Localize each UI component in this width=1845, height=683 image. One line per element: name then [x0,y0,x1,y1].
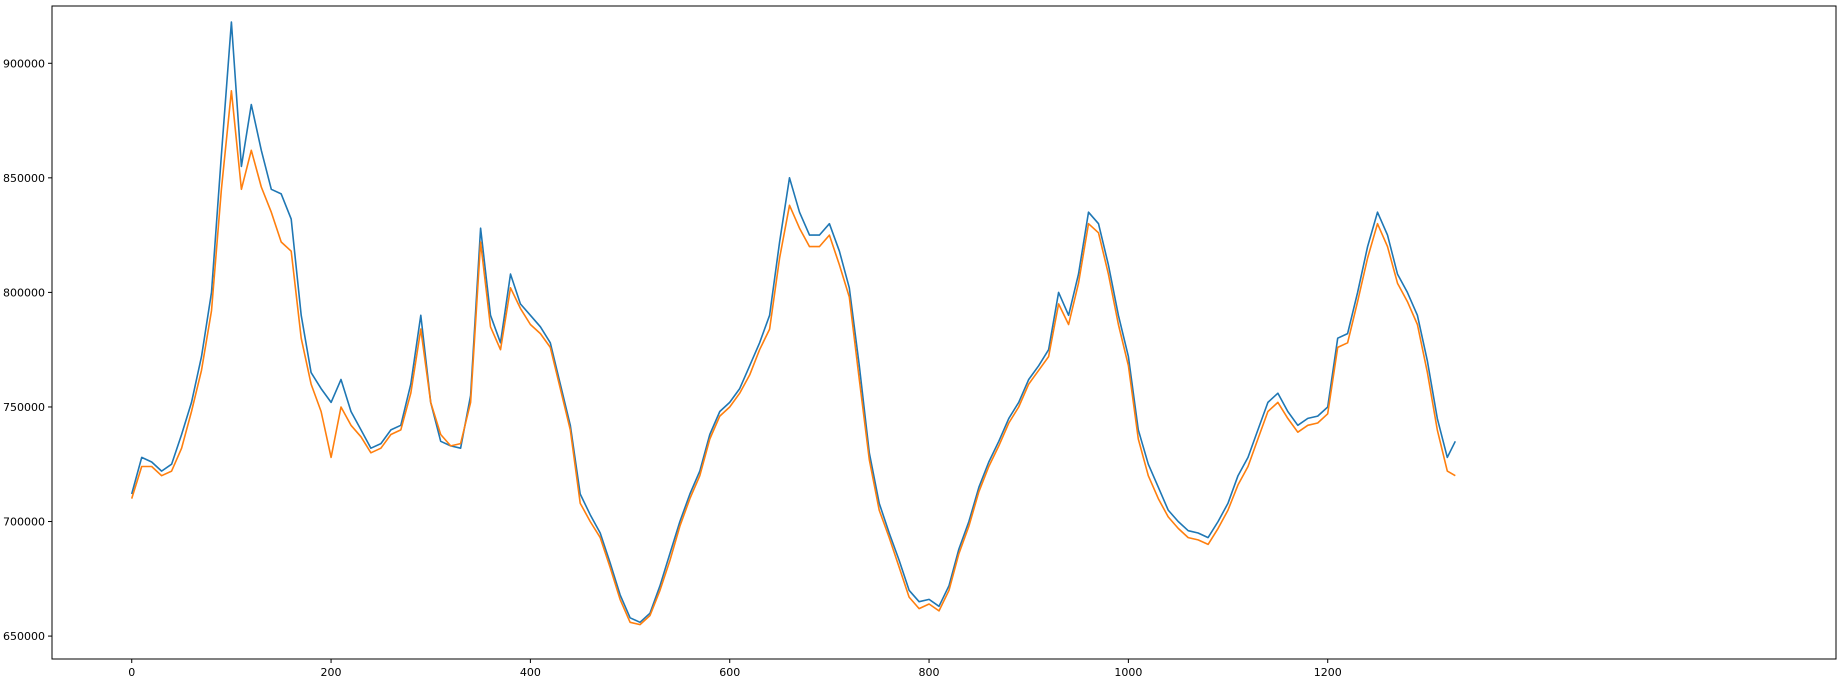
x-tick-label: 800 [919,666,940,679]
plot-area [130,21,1457,626]
x-tick-label: 400 [520,666,541,679]
axes-frame [51,5,1837,660]
x-tick-label: 1000 [1114,666,1142,679]
y-tick-label: 650000 [3,630,45,643]
x-tick-label: 600 [719,666,740,679]
y-tick-label: 800000 [3,286,45,299]
y-tick-label: 850000 [3,172,45,185]
x-tick-label: 1200 [1314,666,1342,679]
y-tick-label: 900000 [3,57,45,70]
y-tick-label: 750000 [3,401,45,414]
y-axis: 650000 700000 750000 800000 850000 900000 [3,57,52,643]
x-tick-label: 0 [128,666,135,679]
y-tick-label: 700000 [3,516,45,529]
series-line-2 [130,90,1456,626]
x-tick-label: 200 [321,666,342,679]
x-axis: 0 200 400 600 800 1000 1200 [128,659,1342,679]
series-line-1 [130,21,1457,624]
